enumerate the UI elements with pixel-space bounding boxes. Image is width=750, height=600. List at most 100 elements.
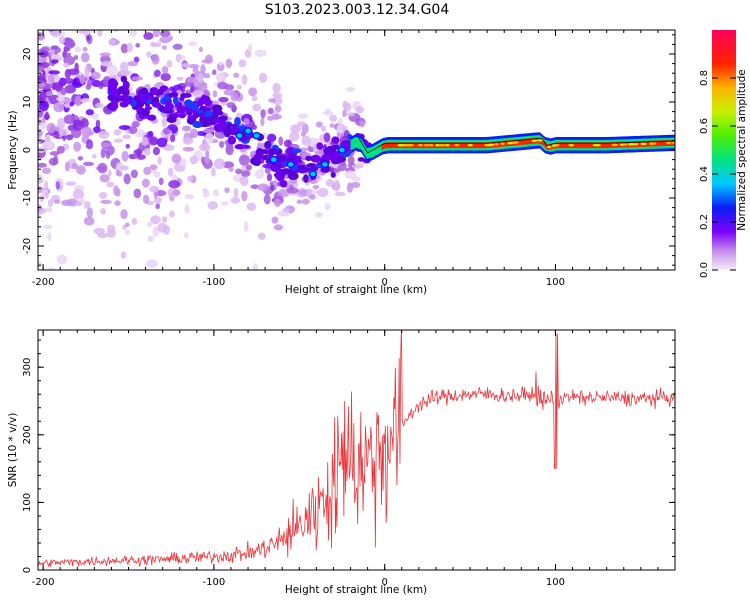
colorbar-label: Normalized spectral amplitude [736, 69, 748, 230]
bottom-x-ticks: -200 -100 0 100 [32, 330, 676, 588]
spectrogram-cell [172, 189, 181, 196]
spectrogram-cell [38, 30, 40, 31]
spectrogram-cell [100, 199, 112, 204]
spectrogram-cell [48, 94, 61, 105]
spectrogram-cell [43, 113, 50, 120]
spectrogram-cell [63, 62, 70, 68]
spectrogram-cell [266, 133, 277, 142]
spectrogram-cell [252, 263, 258, 270]
spectrogram-cell [334, 191, 346, 197]
spectrogram-cell [88, 18, 94, 26]
spectrogram-cell [72, 188, 85, 200]
spectrogram-cell [166, 116, 177, 123]
spectrogram-cell [233, 72, 240, 78]
x-tick-label: -100 [203, 577, 226, 588]
spectrogram-cell [282, 207, 291, 213]
spectrogram-cell [35, 0, 43, 7]
spectrogram-cell [153, 69, 161, 77]
ridge-highlight [611, 143, 618, 147]
ridge-highlight [628, 143, 633, 146]
spectrogram-cell [120, 70, 132, 76]
spectrogram-cell [45, 207, 53, 213]
spectrogram-cell [198, 46, 203, 53]
spectrogram-cell [211, 69, 217, 76]
snr-plot: -200 -100 0 100 0 100 200 300 Height of straig… [7, 329, 676, 596]
spectrogram-cell [329, 123, 335, 128]
spectrogram-cell [286, 160, 296, 169]
spectrogram-cell [169, 210, 175, 218]
spectrogram-cell [40, 19, 50, 28]
spectrogram-cell [96, 30, 103, 37]
spectrogram-cell [38, 65, 45, 72]
spectrogram-cell [271, 164, 279, 169]
spectrogram-cell [267, 148, 277, 156]
spectrogram-cell [53, 199, 61, 204]
spectrogram-cell [149, 136, 159, 146]
spectrogram-cell [317, 187, 329, 198]
spectrogram-cell [175, 53, 181, 63]
spectrogram-cell [197, 82, 208, 92]
spectrogram-cell [52, 75, 61, 83]
spectrogram-cell [131, 76, 143, 81]
spectrogram-cell [240, 170, 251, 177]
spectrogram-cell [65, 134, 74, 141]
spectrogram-cell [82, 161, 95, 167]
spectrogram-cell [39, 0, 49, 5]
spectrogram-cell [173, 112, 180, 119]
y-tick-label: 0 [22, 567, 33, 573]
spectrogram-cell [134, 100, 145, 108]
x-tick-label: -100 [203, 277, 226, 288]
spectrogram-cell [179, 96, 185, 102]
spectrogram-cell [252, 131, 261, 140]
spectrogram-cell [212, 189, 220, 197]
colorbar: 0.0 0.2 0.4 0.6 0.8 Normalized spectral ampl… [699, 30, 748, 278]
spectrogram-cell [159, 85, 168, 92]
spectrogram-cell [85, 84, 92, 90]
spectrogram-cell [136, 108, 143, 114]
spectrogram-cell [98, 81, 104, 90]
spectrogram-cell [48, 70, 61, 75]
spectrogram-cell [152, 272, 162, 276]
spectrogram-cell [166, 60, 173, 68]
spectrogram-cell [86, 130, 95, 136]
spectrogram-cell [182, 20, 189, 26]
spectrogram-cell [46, 267, 57, 270]
spectrogram-cell [62, 77, 75, 84]
spectrogram-cell [46, 122, 56, 134]
spectrogram-cell [155, 11, 167, 18]
spectrogram-cell [149, 164, 158, 171]
spectrogram-cell [301, 198, 310, 205]
spectrogram-cell [178, 10, 182, 17]
spectrogram-cell [106, 181, 115, 188]
spectrogram-cell [133, 188, 142, 199]
spectrogram-cell [119, 95, 125, 101]
spectrogram-cell [38, 73, 46, 81]
spectrogram-cell [286, 187, 299, 194]
spectrogram-cell [149, 87, 159, 96]
spectrogram-cell [239, 175, 249, 187]
spectrogram-cell [147, 235, 155, 243]
spectrogram-cell [139, 20, 143, 28]
spectrogram-cell [113, 138, 124, 143]
spectrogram-cell [72, 77, 80, 87]
spectrogram-cell [259, 166, 264, 177]
spectrogram-cell [226, 101, 236, 109]
ridge-guide-line [358, 138, 675, 154]
ridge-highlight [666, 141, 672, 145]
spectrogram-cell [197, 98, 204, 107]
spectrogram-cell [160, 72, 171, 82]
spectrogram-cell [184, 194, 195, 200]
ridge-highlight [428, 144, 434, 147]
spectrogram-cell [266, 173, 273, 182]
spectrogram-cell [101, 142, 111, 148]
spectrogram-cell [234, 116, 241, 126]
spectrogram-cell [56, 96, 65, 102]
spectrogram-cell [152, 30, 161, 38]
spectrogram-cell [207, 201, 218, 210]
spectrogram-cell [100, 208, 106, 215]
spectrogram-cell [86, 207, 93, 219]
spectrogram-cell [59, 0, 65, 4]
spectrogram-cell [282, 169, 294, 175]
spectrogram-cell [135, 129, 146, 138]
spectrogram-cell [85, 109, 94, 116]
